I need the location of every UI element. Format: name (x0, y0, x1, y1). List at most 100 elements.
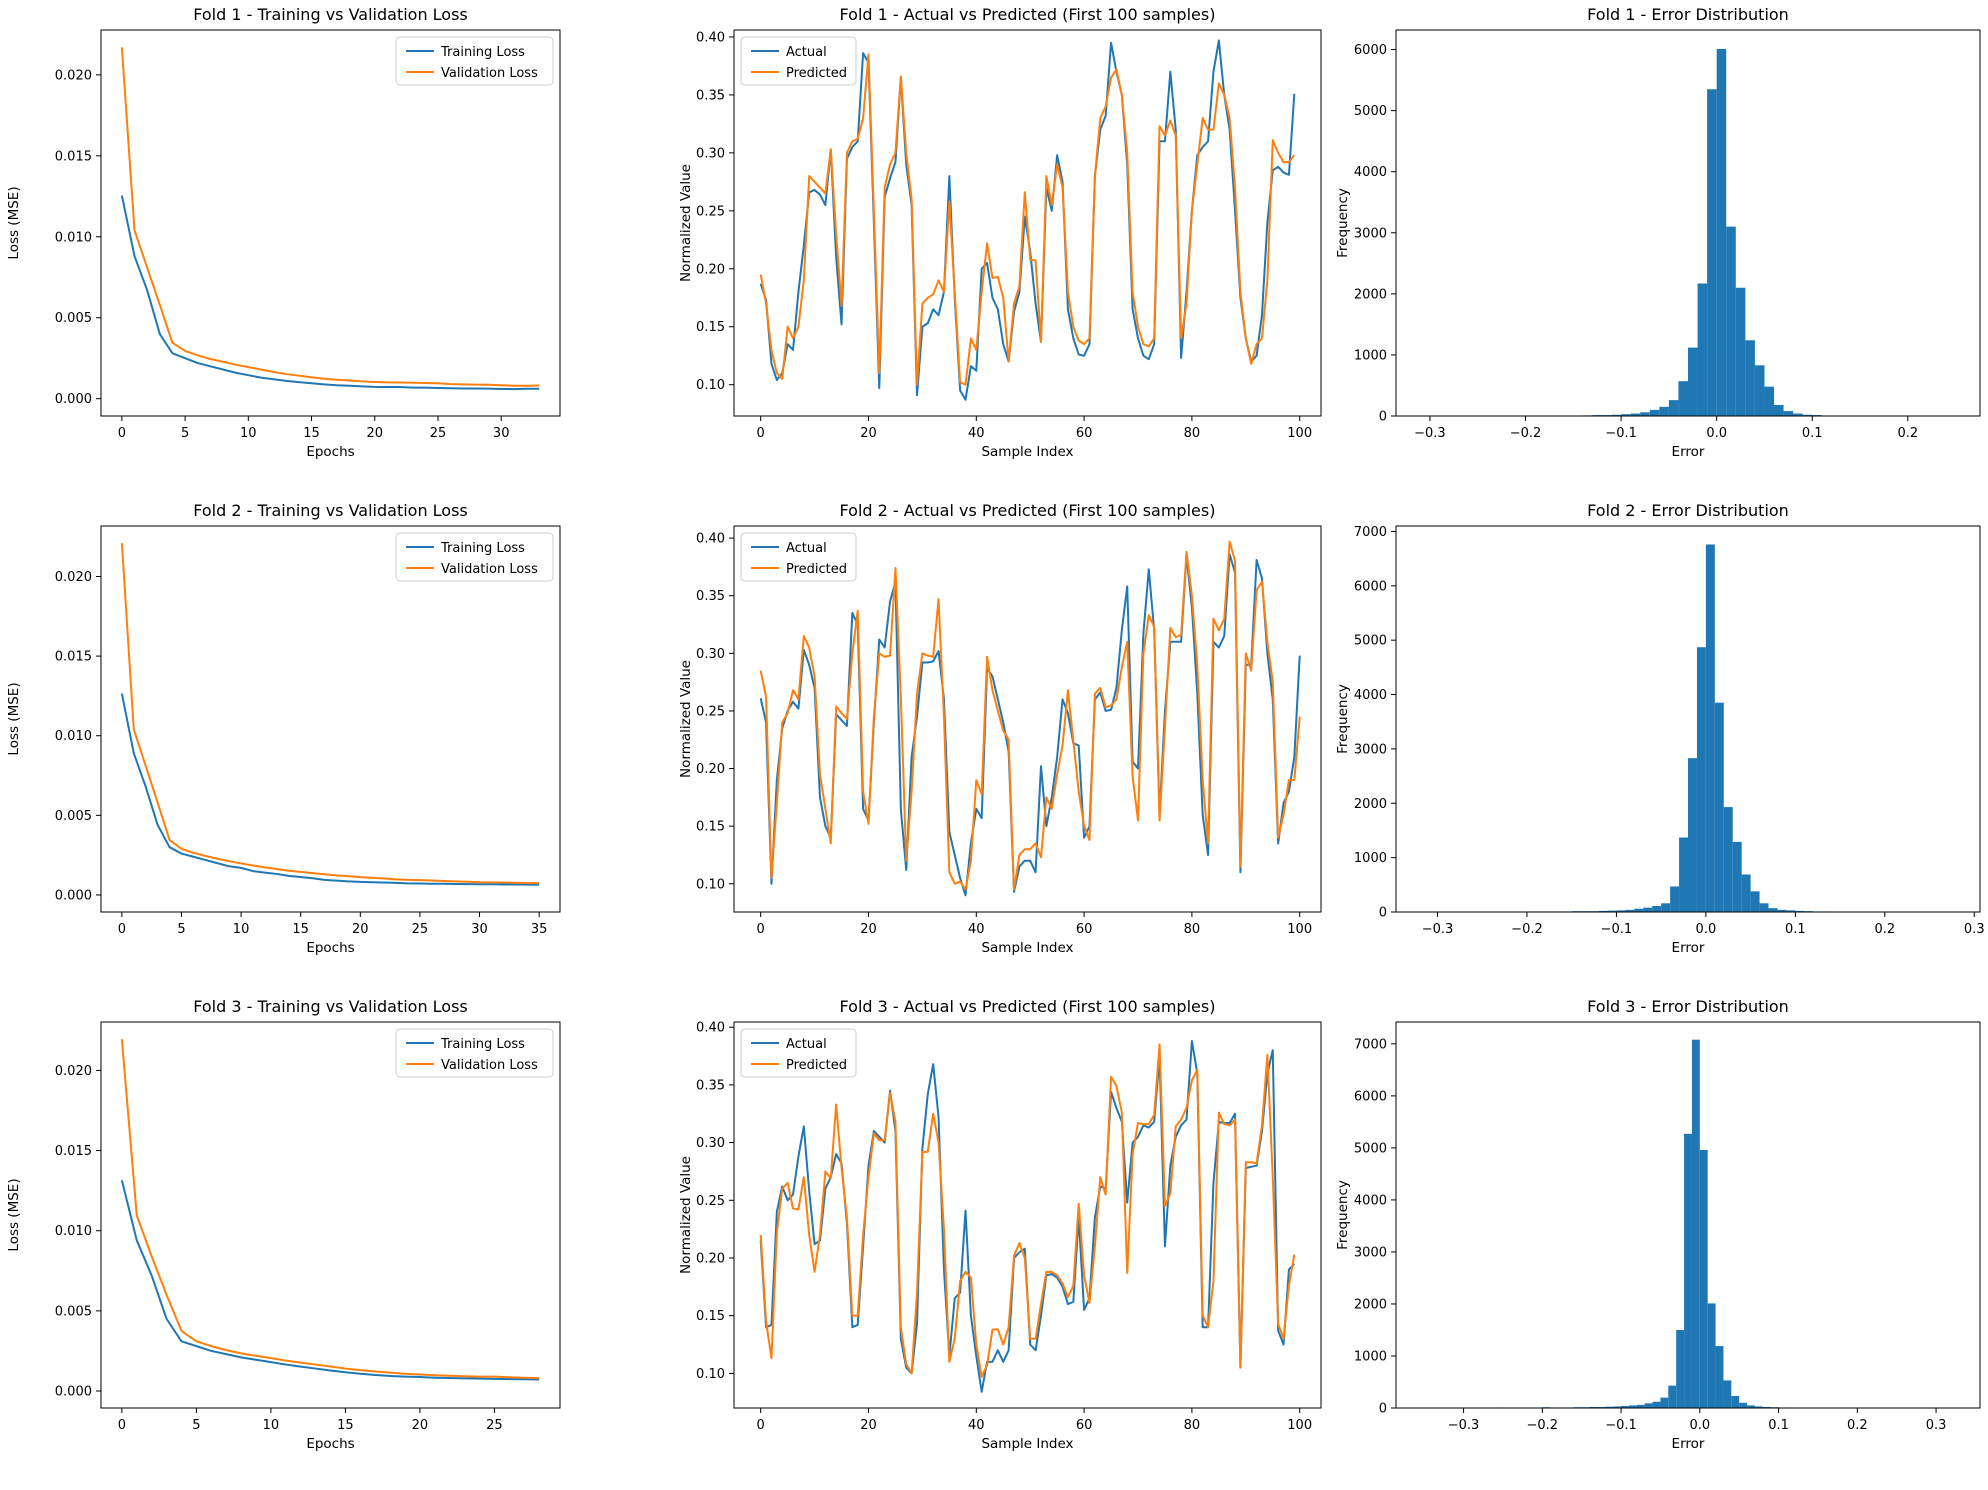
histogram-bar (1607, 910, 1617, 912)
series-line-validation-loss (120, 47, 540, 387)
histogram-bar (1676, 1329, 1685, 1408)
y-tick-label: 0.10 (696, 378, 725, 393)
series-line-validation-loss (120, 1039, 540, 1380)
y-tick-label: 0.020 (55, 570, 92, 585)
subplot-title: Fold 2 - Training vs Validation Loss (193, 501, 468, 520)
series-line-training-loss (120, 1179, 540, 1381)
axes-frame (1395, 29, 1981, 417)
histogram-bar (1688, 347, 1698, 416)
histogram-bar (1731, 1396, 1740, 1408)
plot-area (1500, 544, 1841, 912)
y-tick-label: 0.25 (696, 1194, 725, 1209)
y-tick-label: 3000 (1354, 1245, 1387, 1260)
series-line-predicted (759, 540, 1301, 891)
x-tick-label: 20 (860, 426, 877, 441)
axes-frame (733, 525, 1322, 913)
y-tick-label: 5000 (1354, 104, 1387, 119)
legend-box (395, 1028, 554, 1078)
legend-label: Predicted (786, 66, 847, 81)
histogram-bar (1777, 909, 1787, 912)
x-tick-label: 0 (757, 426, 765, 441)
histogram-bar (1747, 1405, 1755, 1408)
x-tick-label: −0.1 (1601, 922, 1633, 937)
legend-label: Actual (786, 541, 827, 556)
plot-area (759, 1040, 1296, 1393)
y-tick-label: 0.30 (696, 647, 725, 662)
y-axis-label: Frequency (1335, 684, 1351, 754)
subplot-title: Fold 2 - Error Distribution (1587, 501, 1789, 520)
legend-box (395, 36, 554, 86)
histogram-bar (1732, 841, 1742, 912)
axes-frame (733, 1021, 1322, 1409)
histogram-bar (1707, 1303, 1716, 1408)
histogram-bar (1795, 910, 1805, 912)
histogram-bar (1625, 909, 1635, 912)
x-tick-label: −0.1 (1605, 426, 1637, 441)
legend-label: Validation Loss (441, 562, 538, 577)
histogram-bar (1616, 910, 1626, 912)
histogram-bar (1739, 1402, 1748, 1408)
series-line-predicted (759, 1043, 1296, 1378)
legend-label: Validation Loss (441, 1058, 538, 1073)
x-tick-label: 20 (860, 922, 877, 937)
histogram-bar (1598, 910, 1608, 912)
histogram-bar (1762, 1406, 1771, 1408)
y-tick-label: 2000 (1354, 797, 1387, 812)
series-line-actual (759, 553, 1301, 897)
histogram-bar (1611, 414, 1622, 416)
y-axis-label: Normalized Value (678, 164, 694, 282)
x-tick-label: 10 (240, 426, 257, 441)
y-tick-label: 7000 (1354, 525, 1387, 540)
histogram-bar (1678, 381, 1688, 416)
y-tick-label: 7000 (1354, 1037, 1387, 1052)
y-tick-label: 5000 (1354, 634, 1387, 649)
x-tick-label: 0.3 (1964, 922, 1985, 937)
histogram-bar (1589, 1406, 1598, 1408)
y-tick-label: 0.35 (696, 88, 725, 103)
histogram-bar (1684, 1133, 1692, 1408)
x-axis-label: Error (1672, 1436, 1705, 1452)
subplot-title: Fold 3 - Error Distribution (1587, 997, 1789, 1016)
histogram-bar (1634, 908, 1644, 912)
x-axis-label: Error (1672, 444, 1705, 460)
y-tick-label: 0.010 (55, 230, 92, 245)
x-axis-label: Sample Index (981, 1436, 1073, 1452)
x-tick-label: 10 (233, 922, 250, 937)
x-tick-label: 40 (968, 1418, 985, 1433)
x-tick-label: 60 (1076, 426, 1093, 441)
histogram-bar (1659, 406, 1669, 416)
histogram-bar (1679, 837, 1688, 912)
histogram-bar (1768, 908, 1778, 912)
y-axis-label: Normalized Value (678, 660, 694, 778)
x-tick-label: 0 (118, 1418, 126, 1433)
legend-label: Validation Loss (441, 66, 538, 81)
axes-frame (1395, 1021, 1981, 1409)
y-axis-label: Loss (MSE) (6, 1178, 22, 1251)
series-line-actual (759, 1040, 1296, 1393)
histogram-bar (1688, 758, 1697, 912)
x-tick-label: 25 (430, 426, 447, 441)
plot-area (759, 39, 1296, 401)
y-axis-label: Loss (MSE) (6, 186, 22, 259)
x-tick-label: −0.2 (1527, 1418, 1559, 1433)
y-tick-label: 0.005 (55, 1304, 92, 1319)
y-tick-label: 0.10 (696, 1367, 725, 1382)
y-tick-label: 3000 (1354, 742, 1387, 757)
x-tick-label: 20 (352, 922, 369, 937)
y-axis-label: Loss (MSE) (6, 682, 22, 755)
y-tick-label: 0.015 (55, 1144, 92, 1159)
series-line-training-loss (120, 693, 540, 886)
legend: Actual Predicted (740, 36, 857, 86)
y-tick-label: 0.15 (696, 820, 725, 835)
histogram-bar (1723, 807, 1733, 912)
x-tick-label: 5 (192, 1418, 200, 1433)
x-axis-label: Sample Index (981, 444, 1073, 460)
x-tick-label: 25 (486, 1418, 503, 1433)
x-tick-label: −0.1 (1605, 1418, 1637, 1433)
x-tick-label: 0 (757, 1418, 765, 1433)
x-tick-label: 80 (1184, 1418, 1201, 1433)
x-axis-label: Epochs (306, 1436, 354, 1452)
axes-frame (100, 29, 561, 417)
histogram-bar (1652, 1401, 1661, 1408)
x-tick-label: 40 (968, 426, 985, 441)
